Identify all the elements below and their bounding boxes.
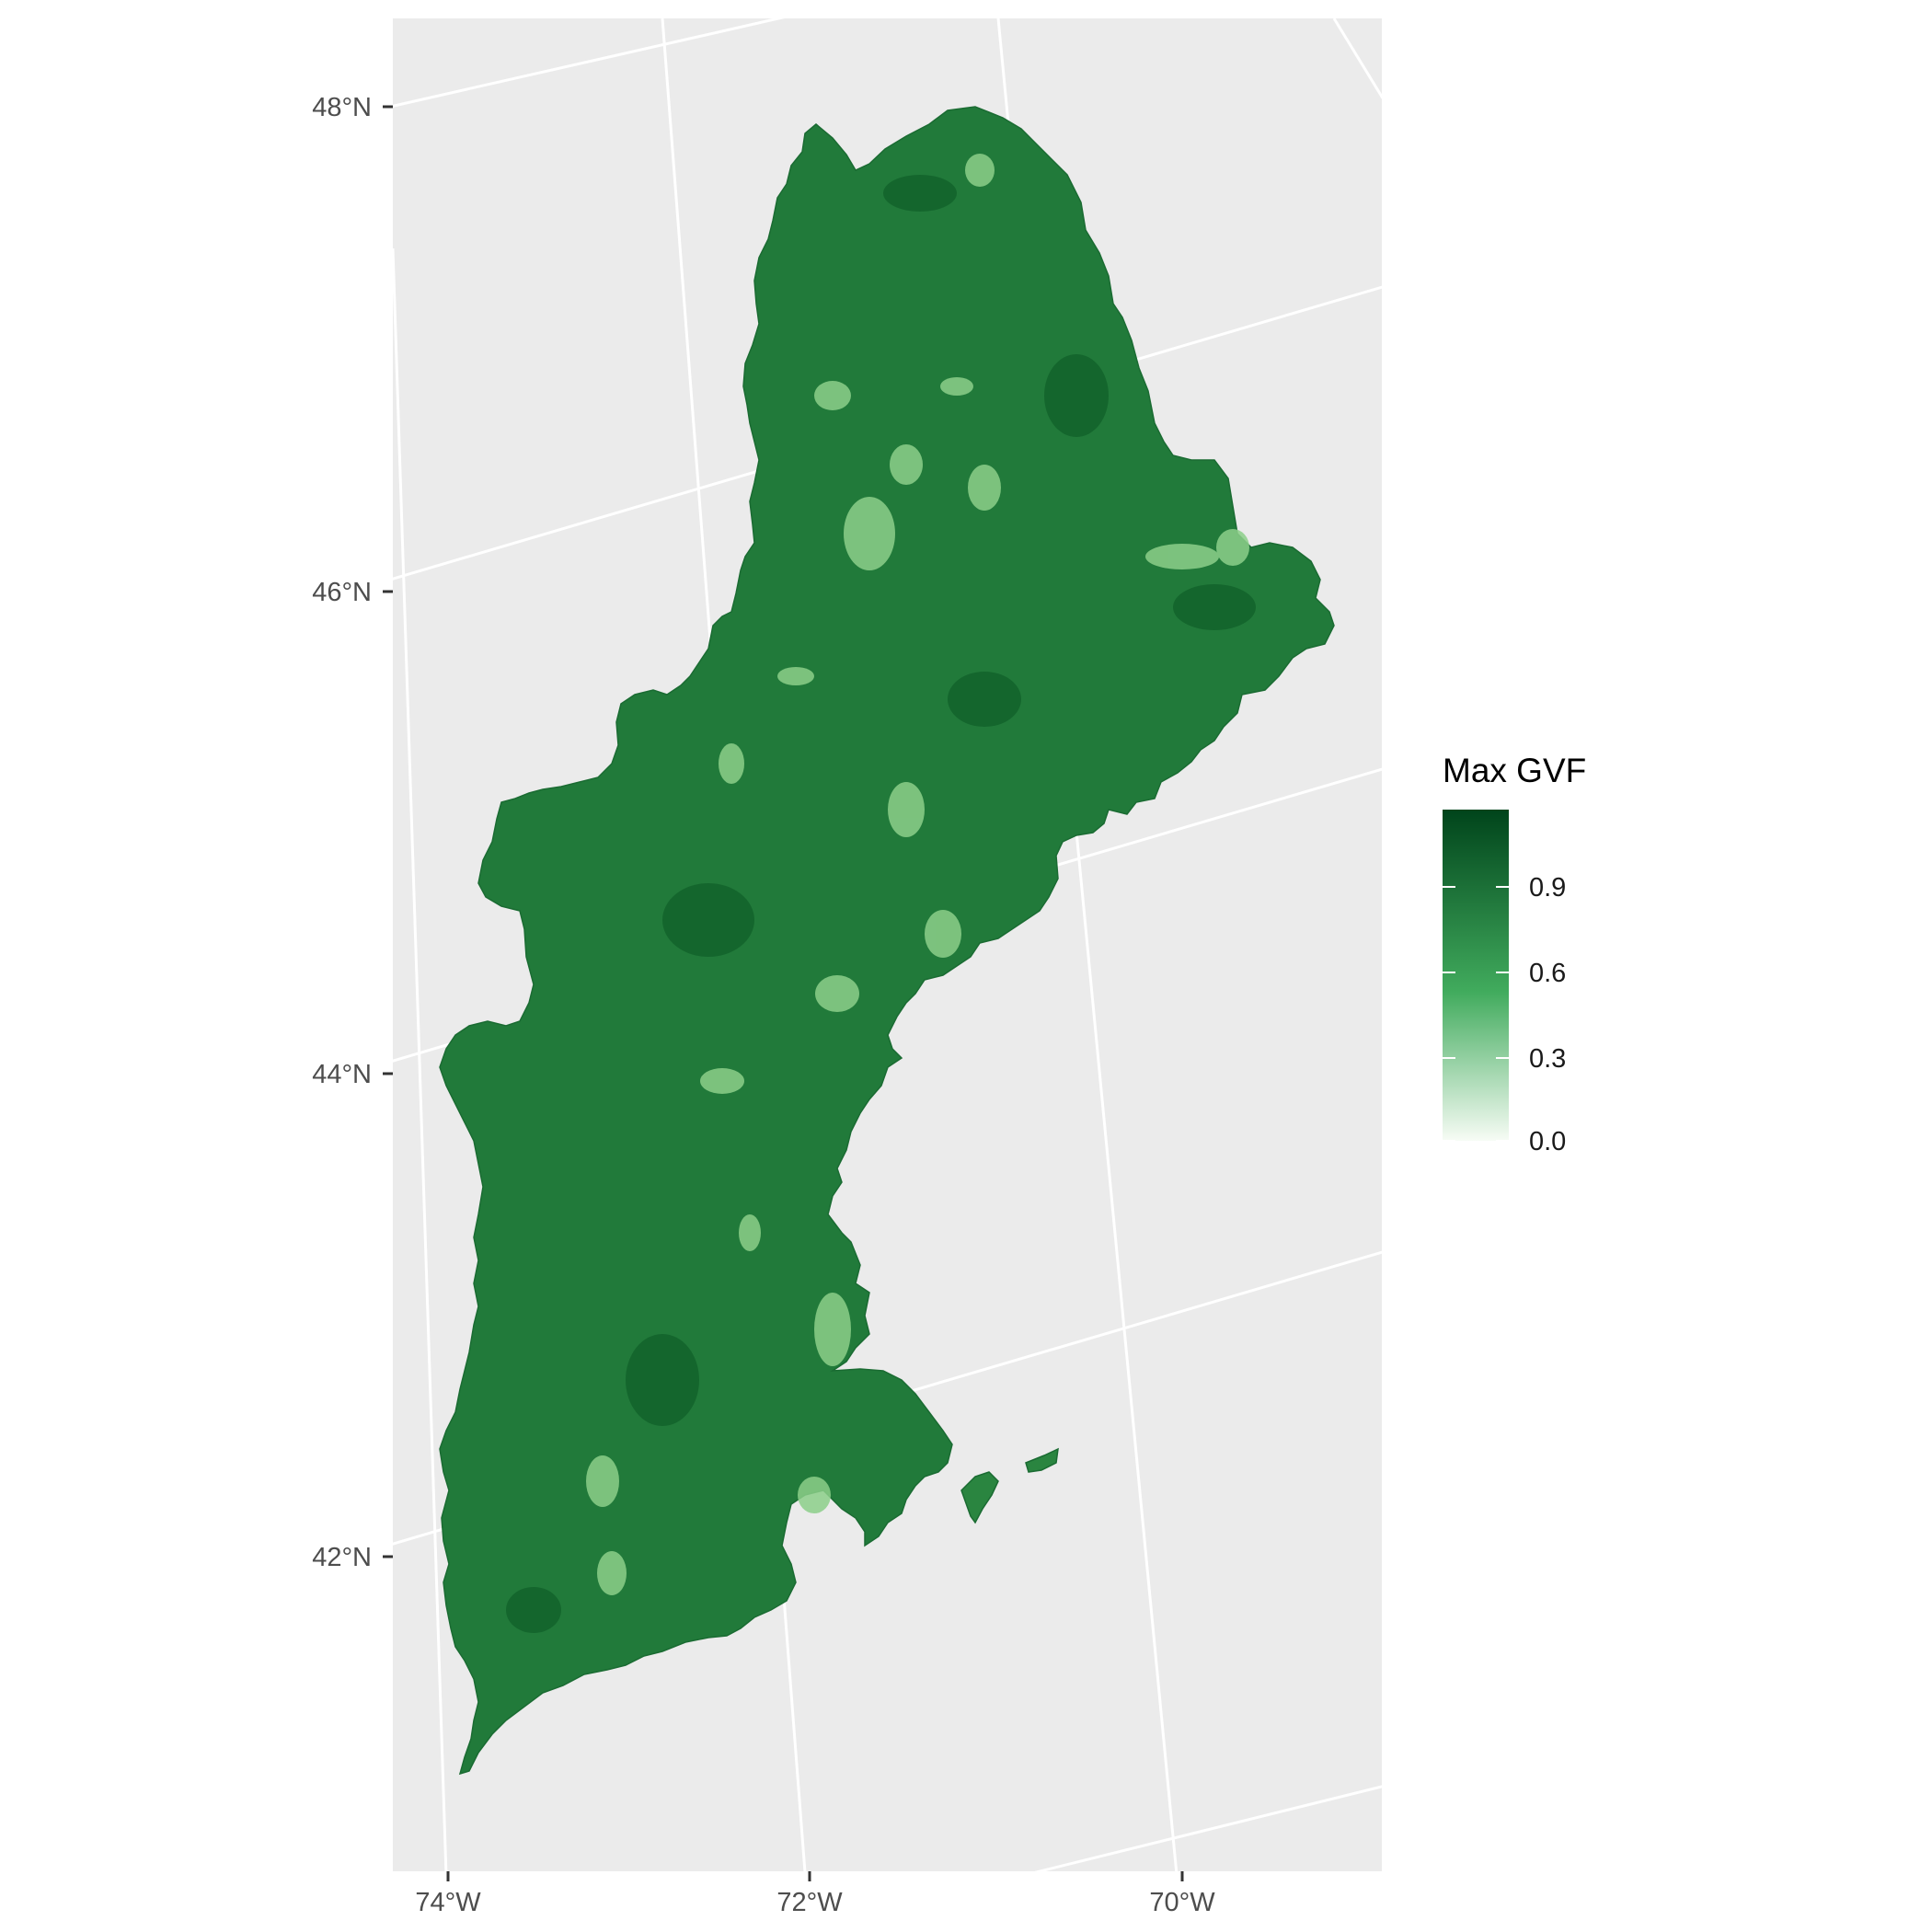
high-gvf-patches bbox=[506, 175, 1256, 1633]
patch bbox=[626, 1334, 699, 1426]
lat-label-44: 44°N bbox=[312, 1060, 372, 1089]
patch bbox=[597, 1551, 627, 1595]
low-gvf-patches bbox=[586, 154, 1249, 1595]
legend: Max GVF 0.9 0.6 0.3 0.0 bbox=[1443, 752, 1586, 1156]
patch bbox=[777, 667, 814, 685]
axis-ticks bbox=[383, 105, 1184, 1881]
lon-label-74: 74°W bbox=[415, 1888, 481, 1917]
island-east bbox=[1025, 1447, 1059, 1473]
patch bbox=[1173, 584, 1256, 630]
legend-label-0.9: 0.9 bbox=[1529, 873, 1566, 903]
patch bbox=[506, 1587, 561, 1633]
legend-colorbar bbox=[1443, 810, 1509, 1141]
patch bbox=[815, 975, 859, 1012]
legend-label-0.6: 0.6 bbox=[1529, 959, 1566, 988]
graticule-lat-40 bbox=[1034, 1785, 1382, 1871]
patch bbox=[586, 1455, 619, 1507]
patch bbox=[925, 910, 961, 958]
graticule-lon-74 bbox=[393, 247, 448, 1871]
lat-label-48: 48°N bbox=[312, 93, 372, 122]
patch bbox=[700, 1068, 744, 1094]
graticule-lon-68 bbox=[1332, 18, 1382, 99]
patch bbox=[883, 175, 957, 212]
patch bbox=[814, 381, 851, 410]
patch bbox=[798, 1477, 831, 1513]
patch bbox=[1044, 354, 1109, 437]
longitude-labels: 74°W 72°W 70°W bbox=[415, 1888, 1215, 1917]
patch bbox=[814, 1293, 851, 1366]
patch bbox=[968, 465, 1001, 511]
patch bbox=[940, 377, 973, 396]
patch bbox=[844, 497, 895, 570]
graticule-lat-48 bbox=[393, 18, 786, 108]
patch bbox=[719, 743, 744, 784]
cape-cod bbox=[960, 1471, 999, 1524]
patch bbox=[1145, 544, 1219, 569]
legend-label-0.0: 0.0 bbox=[1529, 1127, 1566, 1156]
lat-label-42: 42°N bbox=[312, 1543, 372, 1572]
patch bbox=[890, 444, 923, 485]
patch bbox=[888, 782, 925, 837]
patch bbox=[948, 672, 1021, 727]
patch bbox=[965, 154, 995, 187]
lon-label-72: 72°W bbox=[776, 1888, 843, 1917]
legend-title: Max GVF bbox=[1443, 752, 1586, 789]
lon-label-70: 70°W bbox=[1149, 1888, 1215, 1917]
patch bbox=[739, 1214, 761, 1251]
lat-label-46: 46°N bbox=[312, 578, 372, 607]
latitude-labels: 48°N 46°N 44°N 42°N bbox=[312, 93, 372, 1572]
patch bbox=[662, 883, 754, 957]
legend-label-0.3: 0.3 bbox=[1529, 1044, 1566, 1074]
patch bbox=[1216, 529, 1249, 566]
legend-ticks bbox=[1443, 886, 1509, 1142]
